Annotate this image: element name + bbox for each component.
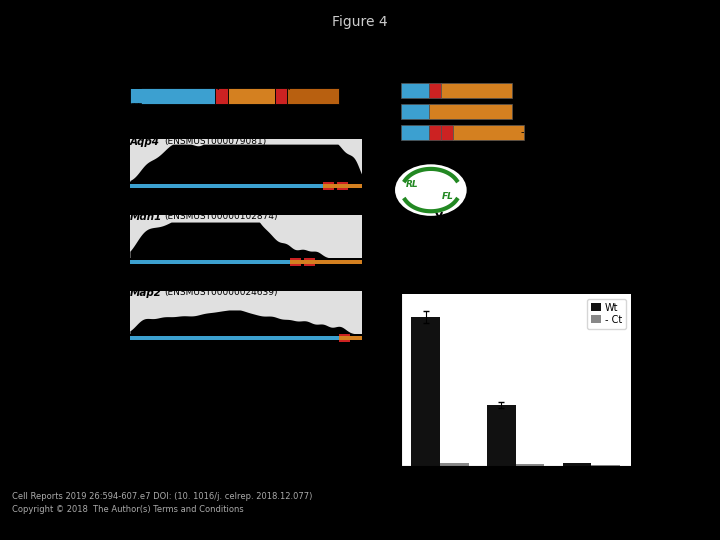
Y-axis label: Readthrough
rate: Readthrough rate: [350, 346, 372, 414]
Text: C: C: [387, 262, 397, 276]
Bar: [411, 317, 440, 466]
Bar: [215, 88, 228, 104]
Text: 3'UTR: 3'UTR: [231, 80, 260, 90]
Bar: [487, 405, 516, 466]
Bar: [339, 336, 362, 340]
Text: 3'UTR: 3'UTR: [339, 350, 367, 360]
Text: Dual Luciferase Vector: Dual Luciferase Vector: [480, 185, 598, 195]
Bar: [429, 104, 513, 119]
Text: (FA/RA)test: (FA/RA)test: [469, 229, 523, 239]
Text: B: B: [387, 80, 397, 94]
Bar: [339, 334, 350, 341]
Bar: [441, 125, 454, 140]
Bar: [591, 465, 620, 466]
Bar: [130, 215, 362, 258]
Bar: [130, 139, 362, 182]
Bar: [323, 183, 334, 190]
Bar: [130, 184, 324, 188]
Text: Stop: Stop: [201, 80, 223, 90]
Bar: [130, 260, 292, 264]
Bar: [441, 83, 513, 98]
Text: Transfect cells: Transfect cells: [480, 213, 570, 227]
Text: X 100: X 100: [529, 235, 557, 245]
Text: CDS: CDS: [191, 274, 211, 284]
Bar: [401, 104, 429, 119]
Text: - control: - control: [521, 127, 561, 137]
Bar: [287, 88, 339, 104]
Text: Stop: Stop: [272, 80, 294, 90]
Bar: [228, 88, 275, 104]
Text: Copyright © 2018  The Author(s) Terms and Conditions: Copyright © 2018 The Author(s) Terms and…: [12, 505, 244, 514]
Bar: [562, 463, 591, 466]
Bar: [130, 336, 341, 340]
Text: CDS: CDS: [191, 198, 211, 208]
Bar: [130, 88, 215, 104]
Text: Aqp4: Aqp4: [130, 137, 160, 146]
Text: (FA/RA)+Ct: (FA/RA)+Ct: [469, 242, 523, 252]
Text: CDS: CDS: [157, 80, 178, 90]
Text: Figure 4: Figure 4: [332, 15, 388, 29]
Text: Test cassette: Test cassette: [521, 85, 585, 96]
Text: 3'UTR: 3'UTR: [332, 198, 360, 208]
Text: Clone in-frame: Clone in-frame: [480, 146, 572, 159]
Text: FL: FL: [441, 192, 453, 200]
Bar: [440, 463, 469, 466]
Circle shape: [394, 163, 468, 217]
Bar: [401, 83, 429, 98]
Bar: [290, 260, 362, 264]
Text: (ENSMUST00000024639): (ENSMUST00000024639): [164, 288, 277, 297]
Text: PolyA: PolyA: [342, 91, 369, 101]
Text: A: A: [114, 80, 125, 94]
Bar: [304, 259, 315, 266]
Bar: [516, 464, 544, 466]
Text: Readthrough rate =: Readthrough rate =: [387, 235, 491, 245]
Bar: [429, 83, 441, 98]
Bar: [401, 125, 429, 140]
Bar: [323, 184, 362, 188]
Text: Mdh1: Mdh1: [130, 212, 162, 222]
Legend: Wt, - Ct: Wt, - Ct: [587, 299, 626, 328]
Text: (ENSMUST000079081): (ENSMUST000079081): [164, 137, 266, 146]
Text: CDS: CDS: [191, 350, 211, 360]
Text: Cell Reports 2019 26:594-607.e7 DOI: (10. 1016/j. celrep. 2018.12.077): Cell Reports 2019 26:594-607.e7 DOI: (10…: [12, 492, 312, 501]
Text: (ENSMUST00000102874): (ENSMUST00000102874): [164, 212, 277, 221]
Bar: [275, 88, 287, 104]
Bar: [290, 259, 301, 266]
Text: 3'UTR: 3'UTR: [312, 274, 341, 284]
Bar: [454, 125, 524, 140]
Text: Map2: Map2: [130, 288, 162, 298]
Text: + control: + control: [521, 106, 565, 116]
Bar: [130, 291, 362, 334]
Bar: [337, 183, 348, 190]
Text: RL: RL: [405, 180, 418, 188]
Bar: [429, 125, 441, 140]
